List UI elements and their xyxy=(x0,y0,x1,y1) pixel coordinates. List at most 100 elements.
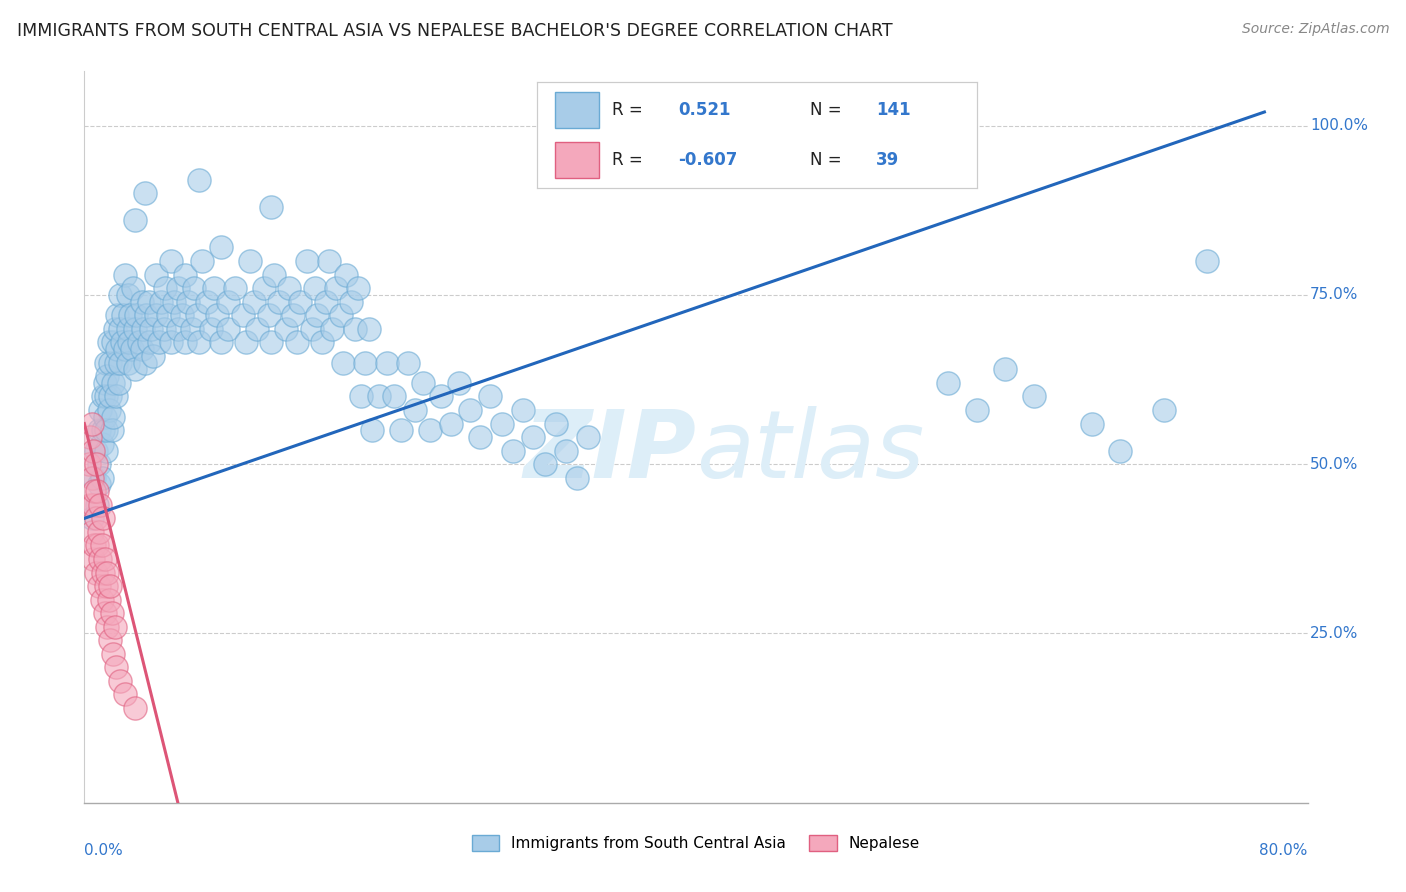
Point xyxy=(83,471,105,485)
Point xyxy=(491,417,513,431)
Point xyxy=(87,423,110,437)
Point xyxy=(181,322,204,336)
Point xyxy=(148,335,170,350)
Point xyxy=(110,355,132,369)
Point xyxy=(281,308,304,322)
Point xyxy=(124,701,146,715)
Point xyxy=(188,172,211,186)
Point xyxy=(274,322,297,336)
Point xyxy=(195,294,218,309)
Point xyxy=(232,308,254,322)
Point xyxy=(96,620,118,634)
Point xyxy=(235,335,257,350)
Point xyxy=(91,511,114,525)
Point xyxy=(90,592,112,607)
Point xyxy=(217,294,239,309)
Point xyxy=(110,288,132,302)
Point xyxy=(93,409,115,424)
Point xyxy=(91,566,114,580)
Point xyxy=(82,443,104,458)
Point xyxy=(117,355,139,369)
Point xyxy=(257,308,280,322)
Point xyxy=(93,606,115,620)
Point xyxy=(80,511,103,525)
Point xyxy=(346,281,368,295)
Point xyxy=(307,308,329,322)
Point xyxy=(131,342,153,356)
Point xyxy=(389,423,412,437)
Point xyxy=(98,633,121,648)
Point xyxy=(77,457,100,471)
Point xyxy=(936,376,959,390)
Point xyxy=(110,322,132,336)
Point xyxy=(555,443,578,458)
Point xyxy=(86,498,108,512)
Point xyxy=(80,524,103,539)
Point xyxy=(93,552,115,566)
Point xyxy=(114,268,136,282)
Point xyxy=(167,322,190,336)
Point xyxy=(118,335,141,350)
Point xyxy=(321,322,343,336)
Text: 0.0%: 0.0% xyxy=(84,843,124,858)
Point xyxy=(546,417,568,431)
Point xyxy=(135,308,157,322)
Point xyxy=(91,423,114,437)
Point xyxy=(186,308,208,322)
Point xyxy=(134,186,156,201)
Text: 75.0%: 75.0% xyxy=(1310,287,1358,302)
Point xyxy=(131,294,153,309)
Point xyxy=(142,349,165,363)
Point xyxy=(132,322,155,336)
Point xyxy=(98,579,121,593)
Point xyxy=(107,308,129,322)
Point xyxy=(79,498,101,512)
Point xyxy=(177,294,200,309)
Point xyxy=(98,389,121,403)
Point xyxy=(111,335,134,350)
Point xyxy=(108,376,131,390)
Point xyxy=(112,308,135,322)
Point xyxy=(329,308,352,322)
Point xyxy=(117,322,139,336)
Point xyxy=(98,355,121,369)
Point xyxy=(285,335,308,350)
Point xyxy=(96,369,118,384)
Point xyxy=(1153,403,1175,417)
Point xyxy=(84,511,107,525)
Point xyxy=(153,281,176,295)
Point xyxy=(412,376,434,390)
Point xyxy=(124,362,146,376)
Point xyxy=(90,471,112,485)
Text: 50.0%: 50.0% xyxy=(1310,457,1358,472)
Point xyxy=(105,355,128,369)
Point xyxy=(89,403,111,417)
Point xyxy=(97,335,120,350)
Point xyxy=(458,403,481,417)
Point xyxy=(224,281,246,295)
Point xyxy=(125,308,148,322)
Point xyxy=(350,389,373,403)
Point xyxy=(440,417,463,431)
Point xyxy=(94,423,117,437)
Point xyxy=(404,403,426,417)
Point xyxy=(375,355,398,369)
Point xyxy=(994,362,1017,376)
Point xyxy=(101,376,124,390)
Point xyxy=(83,538,105,552)
Point xyxy=(1024,389,1046,403)
Point xyxy=(267,294,290,309)
Point xyxy=(145,268,167,282)
Point xyxy=(87,477,110,491)
Point xyxy=(183,281,205,295)
Point xyxy=(87,524,110,539)
Point xyxy=(290,294,312,309)
Point xyxy=(107,342,129,356)
Point xyxy=(96,566,118,580)
Point xyxy=(114,688,136,702)
Point xyxy=(145,308,167,322)
Point xyxy=(966,403,988,417)
Point xyxy=(156,308,179,322)
Point xyxy=(325,281,347,295)
Point xyxy=(97,592,120,607)
